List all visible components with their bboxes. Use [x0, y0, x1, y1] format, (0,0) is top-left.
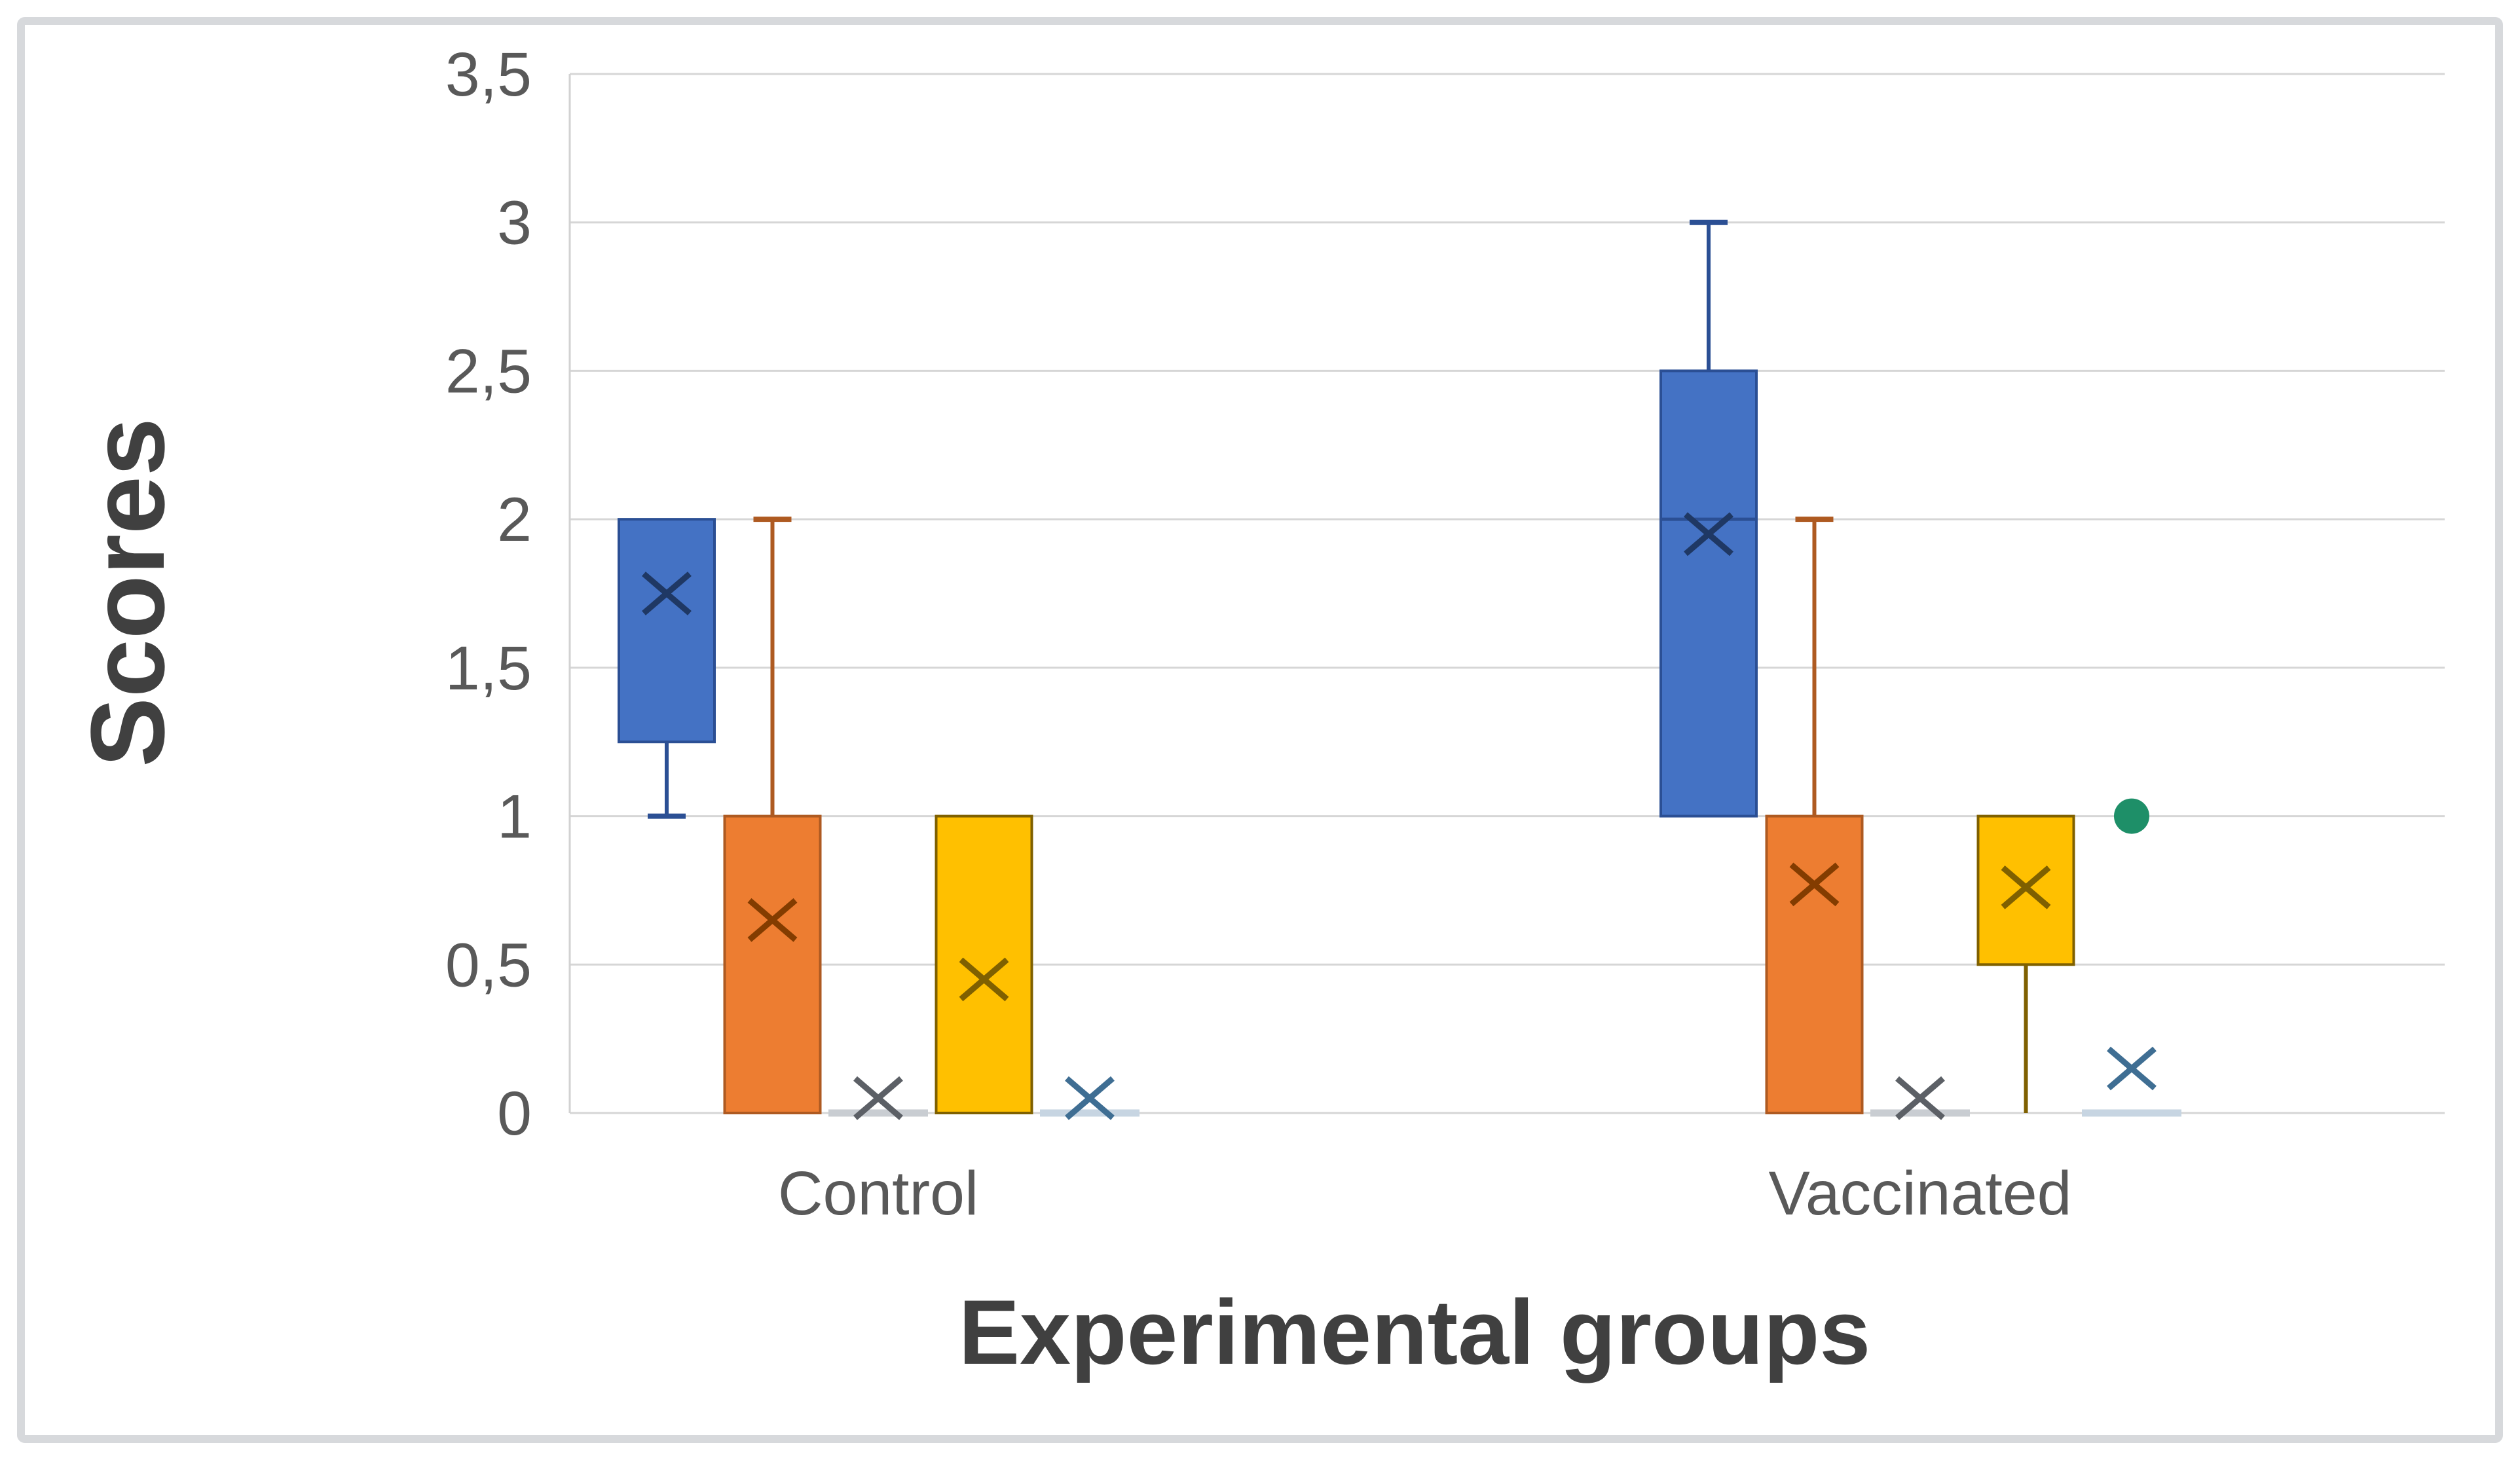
box — [1659, 369, 1758, 818]
box — [723, 814, 822, 1114]
collapsed-box-line — [828, 1109, 928, 1117]
mean-x-marker — [959, 957, 1009, 1002]
collapsed-box-line — [1870, 1109, 1970, 1117]
mean-x-marker — [1789, 862, 1840, 907]
mean-x-marker — [747, 898, 798, 942]
x-category-label: Control — [778, 1159, 978, 1228]
collapsed-box-line — [2082, 1109, 2181, 1117]
outlier-dot — [2114, 798, 2149, 834]
y-tick-label: 1,5 — [445, 634, 532, 703]
mean-x-marker — [642, 572, 692, 615]
mean-x-marker — [1684, 512, 1733, 557]
y-axis-title: Scores — [69, 418, 186, 767]
y-tick-label: 0 — [497, 1079, 532, 1148]
y-tick-label: 2 — [497, 485, 532, 555]
box — [1765, 814, 1864, 1114]
mean-x-marker — [853, 1076, 903, 1120]
box — [618, 518, 716, 744]
x-category-label: Vaccinated — [1769, 1159, 2072, 1228]
mean-x-marker — [2107, 1046, 2157, 1091]
y-tick-label: 3,5 — [445, 40, 532, 109]
mean-x-marker — [1065, 1076, 1115, 1120]
x-axis-title: Experimental groups — [958, 1281, 1871, 1383]
mean-x-marker — [2001, 865, 2051, 909]
collapsed-box-line — [1040, 1109, 1140, 1117]
y-tick-label: 0,5 — [445, 930, 532, 1000]
y-tick-label: 3 — [497, 189, 532, 258]
y-tick-label: 1 — [497, 782, 532, 852]
mean-x-marker — [1895, 1076, 1945, 1120]
box — [935, 814, 1033, 1114]
y-tick-label: 2,5 — [445, 337, 532, 406]
